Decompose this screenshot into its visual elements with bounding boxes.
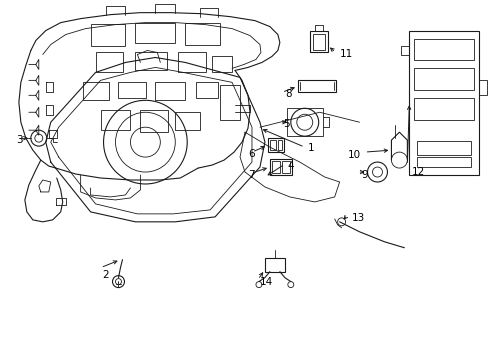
Bar bbox=[409, 31, 479, 175]
Bar bbox=[83, 82, 108, 100]
Bar bbox=[417, 157, 471, 167]
Bar bbox=[135, 23, 175, 42]
Text: 4: 4 bbox=[288, 161, 294, 171]
Bar bbox=[178, 53, 206, 72]
Text: 14: 14 bbox=[260, 276, 273, 287]
Bar bbox=[272, 161, 280, 173]
Bar bbox=[270, 140, 276, 150]
Text: 10: 10 bbox=[347, 150, 361, 160]
Text: 13: 13 bbox=[352, 213, 365, 223]
Bar bbox=[100, 110, 130, 130]
Bar bbox=[278, 140, 282, 150]
Text: 12: 12 bbox=[412, 167, 425, 177]
Bar bbox=[298, 80, 336, 92]
Bar bbox=[141, 110, 168, 132]
Text: 3: 3 bbox=[16, 135, 23, 145]
Bar bbox=[91, 24, 125, 45]
Text: 9: 9 bbox=[362, 170, 368, 180]
Bar bbox=[175, 112, 200, 130]
Text: 2: 2 bbox=[102, 270, 109, 280]
Text: 1: 1 bbox=[308, 143, 315, 153]
Bar bbox=[196, 82, 218, 98]
Text: 11: 11 bbox=[340, 49, 353, 59]
Bar bbox=[310, 31, 328, 53]
Bar bbox=[135, 53, 167, 71]
Bar bbox=[155, 82, 185, 100]
Text: 5: 5 bbox=[283, 119, 290, 129]
Bar bbox=[268, 138, 284, 152]
Bar bbox=[212, 57, 232, 72]
Bar bbox=[270, 159, 292, 175]
Bar bbox=[313, 33, 325, 50]
Bar bbox=[265, 258, 285, 272]
Bar bbox=[415, 39, 474, 60]
Bar bbox=[415, 68, 474, 90]
Bar bbox=[119, 82, 147, 98]
Bar bbox=[282, 161, 290, 173]
Bar bbox=[417, 141, 471, 155]
Bar bbox=[185, 23, 220, 45]
Bar bbox=[96, 53, 123, 72]
Text: 6: 6 bbox=[248, 149, 255, 159]
Text: 8: 8 bbox=[285, 89, 292, 99]
Bar bbox=[415, 98, 474, 120]
Bar bbox=[287, 108, 323, 136]
Text: 7: 7 bbox=[248, 170, 255, 180]
Bar bbox=[220, 85, 240, 120]
